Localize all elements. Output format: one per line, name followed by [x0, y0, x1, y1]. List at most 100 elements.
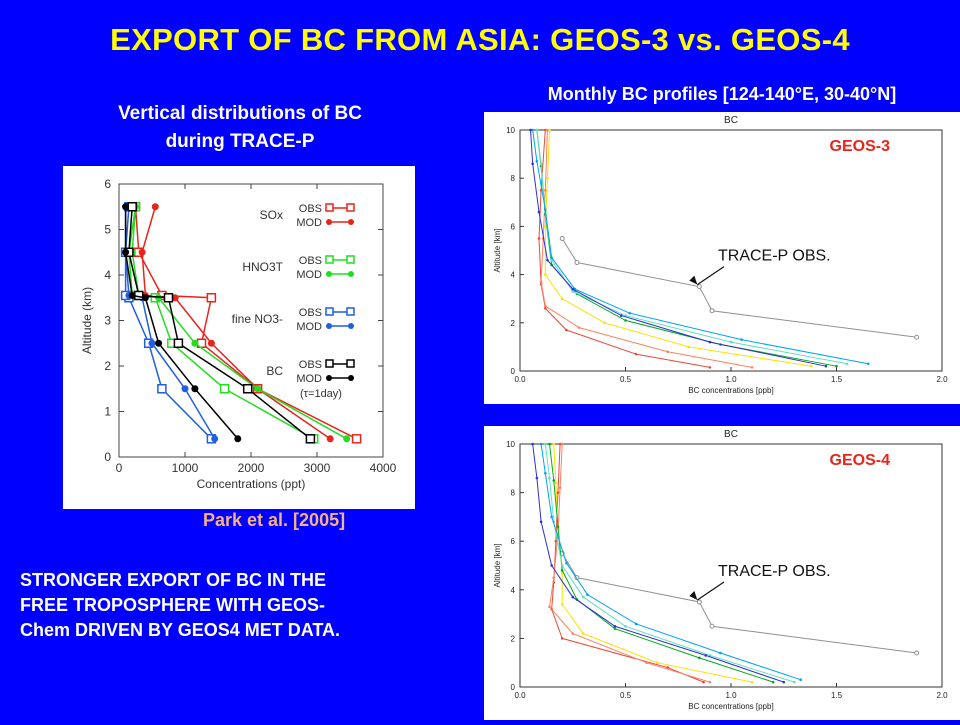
model-point	[603, 321, 606, 325]
x-tick-label: 4000	[370, 461, 397, 475]
left-subtitle: Vertical distributions of BC during TRAC…	[60, 100, 420, 156]
model-point	[560, 442, 564, 446]
model-point	[539, 162, 543, 166]
model-point	[708, 366, 712, 369]
model-point	[544, 208, 547, 211]
note-line3: Chem DRIVEN BY GEOS4 MET DATA.	[20, 620, 341, 640]
obs-point	[127, 202, 137, 212]
x-axis-label: BC concentrations [ppb]	[688, 702, 773, 711]
annotation-label: TRACE-P OBS.	[718, 248, 831, 265]
model-point	[544, 471, 547, 475]
mod-point	[181, 385, 189, 393]
obs-point	[305, 434, 316, 444]
x-tick-label: 0	[116, 461, 123, 475]
mod-point	[191, 385, 199, 393]
model-point	[535, 128, 539, 132]
geos4-profile-chart: BC 0.0 0.5 1.0 1.5 2.0 0 2 4 6 8 10 BC concentration…	[493, 429, 948, 711]
mod-point	[122, 203, 130, 211]
model-point	[552, 576, 556, 579]
y-axis-label: Altitude (km)	[80, 287, 94, 354]
mod-point	[128, 291, 136, 299]
model-point	[782, 680, 786, 684]
obs-point	[709, 308, 715, 314]
x-tick-label: 2.0	[936, 375, 948, 384]
legend-mod-label: MOD	[296, 373, 322, 385]
obs-point	[219, 384, 230, 394]
mod-point	[191, 339, 199, 347]
y-tick-label: 8	[511, 174, 516, 183]
obs-point	[914, 650, 920, 656]
model-point	[552, 442, 556, 446]
model-point	[531, 162, 534, 166]
model-point	[537, 210, 541, 214]
model-point	[556, 491, 560, 494]
obs-point	[914, 334, 920, 340]
x-tick-label: 2000	[238, 461, 265, 475]
series-line	[544, 443, 795, 683]
model-point	[571, 287, 575, 291]
y-tick-label: 5	[104, 223, 111, 237]
model-point	[550, 564, 553, 567]
model-point	[687, 345, 691, 349]
legend-mod-marker	[326, 271, 332, 277]
y-tick-label: 4	[511, 586, 516, 595]
geos4-chart-panel: BC 0.0 0.5 1.0 1.5 2.0 0 2 4 6 8 10 BC concentration…	[484, 426, 960, 720]
series-line	[540, 443, 801, 681]
model-point	[799, 678, 802, 682]
obs-point	[242, 384, 253, 394]
model-point	[824, 364, 828, 368]
model-point	[560, 564, 564, 567]
model-point	[704, 654, 707, 657]
model-point	[565, 328, 568, 332]
x-tick-label: 1.0	[725, 691, 737, 700]
model-point	[582, 632, 585, 635]
model-point	[544, 225, 547, 228]
y-tick-label: 6	[511, 222, 516, 231]
annotation-arrow	[697, 266, 725, 286]
model-point	[539, 442, 543, 446]
series-line	[538, 129, 710, 368]
legend-species: SOx	[260, 208, 283, 222]
model-point	[539, 280, 543, 284]
legend-mod-marker	[348, 323, 354, 329]
legend-mod-label: MOD	[296, 217, 322, 229]
model-point	[809, 364, 813, 368]
legend-species: BC	[266, 364, 283, 378]
conclusion-note: STRONGER EXPORT OF BC IN THE FREE TROPOS…	[20, 568, 460, 643]
model-point	[571, 595, 575, 599]
legend-obs-marker	[325, 307, 334, 316]
geos3-profile-chart: BC 0.0 0.5 1.0 1.5 2.0 0 2 4 6 8 10 BC concentration…	[493, 115, 948, 395]
obs-point	[351, 434, 362, 444]
model-point	[546, 128, 549, 132]
y-tick-label: 1	[104, 405, 111, 419]
model-point	[546, 258, 549, 262]
model-point	[560, 637, 564, 640]
model-point	[845, 362, 849, 366]
model-point	[531, 442, 534, 446]
mod-point	[141, 294, 149, 302]
model-point	[550, 258, 553, 262]
legend-obs-label: OBS	[299, 203, 322, 215]
annotation-arrowhead	[689, 590, 698, 600]
model-point	[698, 656, 701, 660]
panel-label: GEOS-3	[830, 138, 891, 155]
x-axis-label: Concentrations (ppt)	[197, 477, 306, 491]
chart-title: BC	[724, 429, 738, 440]
model-point	[544, 188, 547, 192]
obs-point	[574, 260, 580, 266]
x-tick-label: 3000	[304, 461, 331, 475]
x-tick-label: 1000	[172, 461, 199, 475]
legend-mod-marker	[326, 375, 332, 381]
mod-point	[343, 435, 351, 443]
slide-title: EXPORT OF BC FROM ASIA: GEOS-3 vs. GEOS-…	[110, 22, 850, 57]
legend-obs-marker	[346, 307, 355, 316]
model-point	[544, 273, 547, 276]
x-tick-label: 1.5	[831, 691, 843, 700]
model-point	[544, 128, 547, 132]
legend-note: (τ=1day)	[300, 388, 342, 400]
mod-point	[234, 435, 242, 443]
model-point	[548, 476, 551, 480]
model-point	[548, 442, 551, 446]
legend-species: fine NO3-	[232, 312, 283, 326]
x-tick-label: 0.0	[514, 691, 526, 700]
